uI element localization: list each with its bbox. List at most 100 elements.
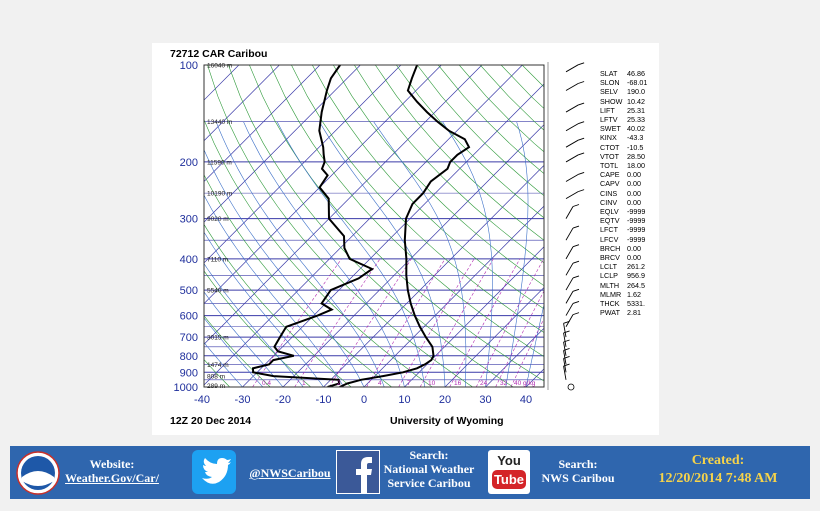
index-value: 2.81 — [627, 308, 641, 318]
index-key: LFTV — [600, 115, 618, 125]
isotherm-line — [282, 124, 544, 387]
mixing-ratio-label: 16 — [454, 380, 462, 387]
index-row: LFCT -9999 — [600, 225, 660, 234]
isotherm-line — [404, 246, 544, 387]
dry-adiabat-line — [375, 65, 544, 241]
index-row: CINS 0.00 — [600, 189, 660, 198]
pressure-tick-label: 1000 — [174, 382, 198, 394]
height-label: 10190 m — [207, 191, 232, 198]
index-key: SELV — [600, 87, 618, 97]
isotherm-line — [204, 65, 361, 223]
index-row: LFCV -9999 — [600, 235, 660, 244]
isotherm-line — [525, 368, 544, 387]
twitter-handle[interactable]: @NWSCaribou — [249, 466, 331, 480]
wind-barb — [565, 314, 574, 327]
wind-barb-flag — [563, 330, 570, 334]
pressure-tick-label: 400 — [180, 254, 198, 266]
height-label: 13440 m — [207, 119, 232, 126]
index-key: SLAT — [600, 69, 618, 78]
index-key: CAPV — [600, 179, 620, 189]
wind-barb — [565, 83, 579, 91]
dry-adiabat-line — [204, 270, 311, 387]
index-value: -9999 — [627, 207, 646, 217]
website-link[interactable]: Weather.Gov/Car/ — [65, 471, 159, 485]
wind-barb-flag — [577, 121, 585, 125]
index-row: LCLP 956.9 — [600, 271, 660, 280]
dry-adiabat-line — [204, 315, 271, 387]
index-value: 0.00 — [627, 170, 641, 180]
mixing-ratio-line — [252, 258, 342, 387]
index-row: CAPV 0.00 — [600, 179, 660, 188]
moist-adiabat-line — [204, 231, 324, 387]
moist-adiabat-line — [525, 303, 544, 387]
index-row: EQLV -9999 — [600, 207, 660, 216]
website-block[interactable]: Website: Weather.Gov/Car/ — [62, 457, 162, 485]
wind-barb — [565, 104, 579, 113]
index-value: 956.9 — [627, 271, 645, 281]
moist-adiabat-line — [442, 121, 493, 387]
dry-adiabat-line — [204, 118, 433, 387]
twitter-icon[interactable] — [192, 450, 236, 494]
index-row: CINV 0.00 — [600, 198, 660, 207]
wind-barb-flag — [563, 339, 570, 343]
noaa-logo-icon[interactable] — [16, 451, 60, 495]
youtube-search[interactable]: Search: NWS Caribou — [530, 457, 626, 485]
height-label: 5540 m — [207, 288, 229, 295]
index-value: 40.02 — [627, 124, 645, 134]
index-value: 261.2 — [627, 262, 645, 272]
isotherm-line — [363, 205, 544, 387]
index-key: SLON — [600, 78, 620, 88]
index-value: 0.00 — [627, 179, 641, 189]
index-key: BRCV — [600, 253, 620, 263]
created-value: 12/20/2014 7:48 AM — [658, 471, 778, 486]
wind-barb-flag — [563, 320, 570, 324]
calm-wind-circle — [567, 383, 575, 391]
mixing-ratio-label: 7 — [407, 380, 411, 387]
youtube-search-value: NWS Caribou — [541, 471, 615, 485]
height-label: 11590 m — [207, 159, 232, 166]
wind-barb — [565, 303, 574, 316]
height-label: 808 m — [207, 374, 225, 381]
index-row: CTOT -10.5 — [600, 143, 660, 152]
wind-barb — [565, 64, 579, 73]
plot-frame — [203, 64, 545, 388]
wind-barb — [565, 139, 579, 148]
index-value: -68.01 — [627, 78, 648, 88]
dry-adiabat-line — [542, 65, 544, 67]
mixing-ratio-label: 10 — [428, 380, 436, 387]
index-value: 25.31 — [627, 105, 645, 115]
dry-adiabat-line — [500, 65, 544, 109]
mixing-ratio-line — [475, 258, 544, 387]
temperature-profile-line — [339, 65, 471, 387]
index-key: MLTH — [600, 280, 620, 290]
temperature-tick-label: -20 — [275, 394, 291, 406]
index-value: -9999 — [627, 234, 646, 244]
height-label: 289 m — [207, 383, 225, 390]
isotherm-line — [204, 65, 321, 182]
wind-barb — [565, 206, 574, 219]
pressure-tick-label: 500 — [180, 285, 198, 297]
index-key: LIFT — [600, 105, 615, 115]
mixing-ratio-line — [398, 258, 475, 387]
pressure-tick-label: 100 — [180, 60, 198, 72]
pressure-tick-label: 600 — [180, 311, 198, 323]
isotherm-line — [204, 65, 240, 101]
moist-adiabat-line — [505, 121, 529, 387]
index-value: -9999 — [627, 216, 646, 226]
facebook-search[interactable]: Search: National Weather Service Caribou — [374, 448, 484, 490]
facebook-icon[interactable] — [336, 450, 380, 494]
temperature-tick-label: -30 — [235, 394, 251, 406]
pressure-tick-label: 300 — [180, 214, 198, 226]
mixing-ratio-label: 2 — [337, 380, 341, 387]
index-value: -43.3 — [627, 133, 644, 143]
youtube-logo-bottom: Tube — [492, 470, 526, 489]
index-value: 28.50 — [627, 151, 645, 161]
website-label: Website: — [89, 457, 135, 471]
dry-adiabat-line — [204, 359, 230, 387]
index-value: 18.00 — [627, 161, 645, 171]
pressure-tick-label: 700 — [180, 332, 198, 344]
index-row: THCK 5331. — [600, 299, 660, 308]
youtube-icon[interactable]: You Tube — [488, 450, 530, 494]
index-row: SLAT 46.86 — [600, 69, 660, 78]
moist-adiabat-line — [204, 194, 345, 387]
